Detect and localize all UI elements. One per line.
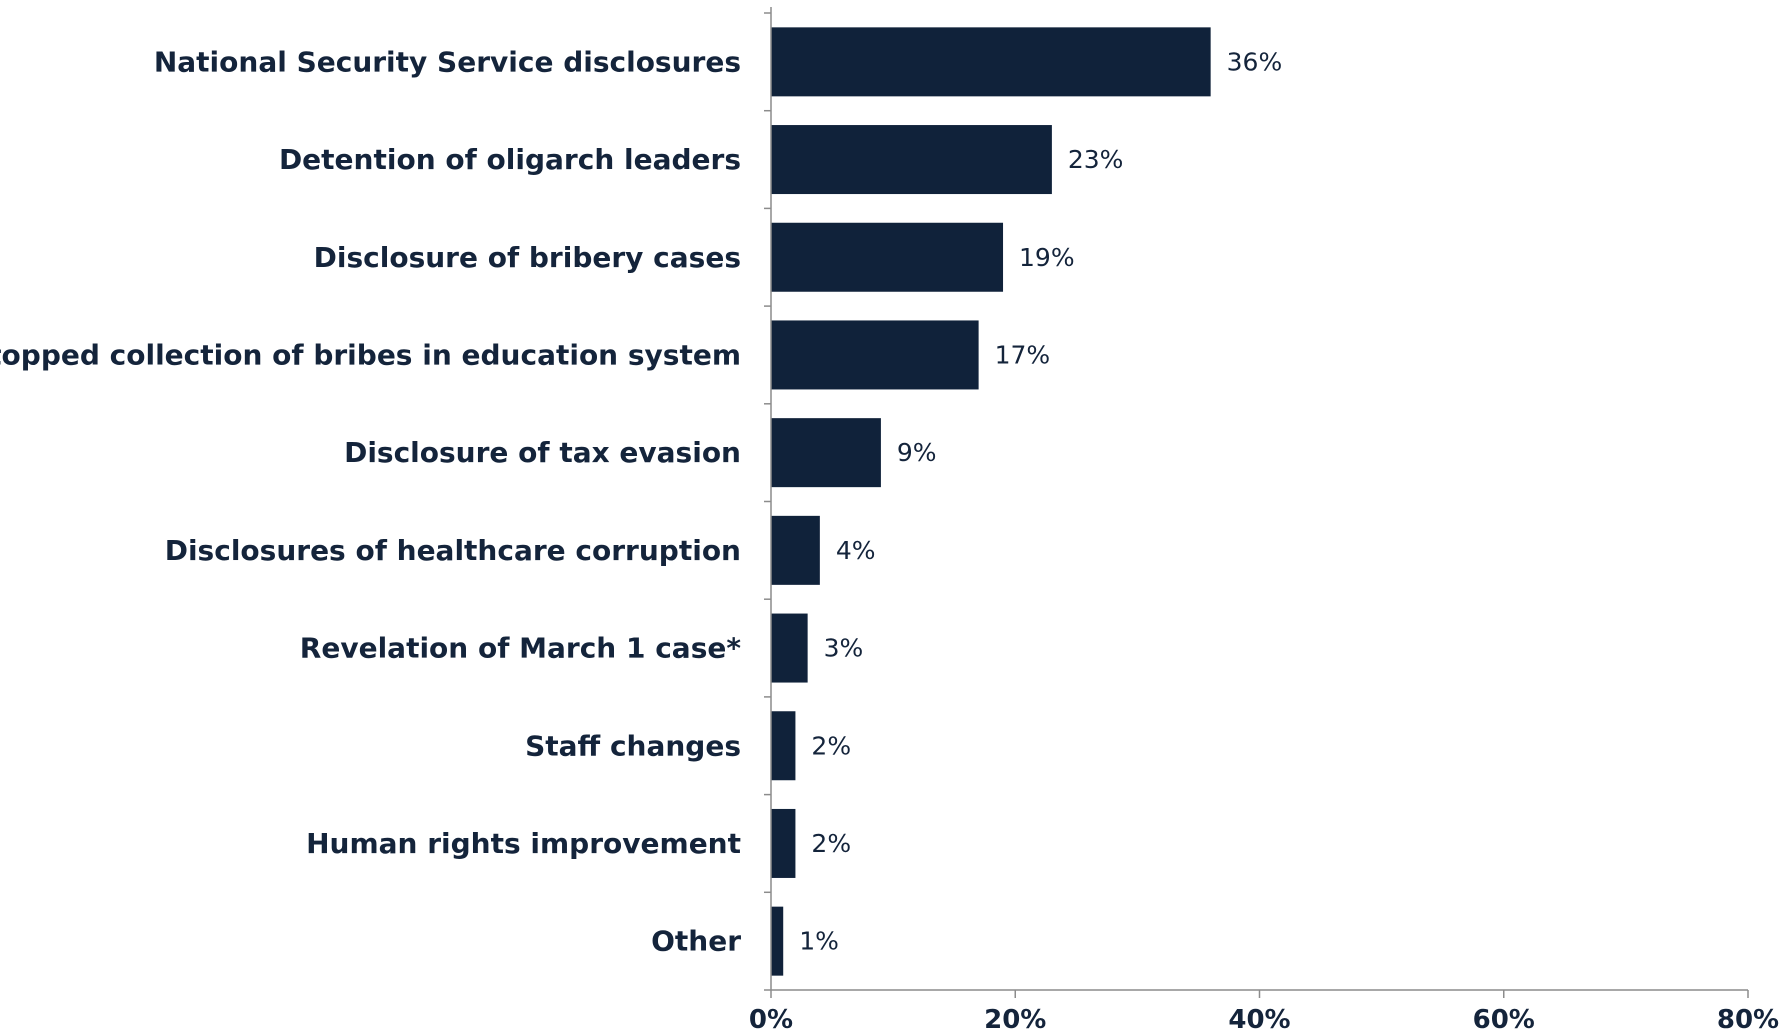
x-tick-label: 80%	[1717, 1005, 1779, 1035]
category-label: Detention of oligarch leaders	[279, 143, 741, 176]
data-label: 36%	[1227, 47, 1283, 76]
bar	[771, 418, 881, 488]
x-tick-label: 60%	[1473, 1005, 1535, 1035]
x-tick-label: 0%	[749, 1005, 793, 1035]
category-label: Revelation of March 1 case*	[300, 632, 742, 665]
bar	[771, 906, 784, 976]
data-label: 2%	[811, 731, 851, 760]
category-label: Human rights improvement	[306, 827, 741, 860]
x-tick-labels: 0% 20% 40% 60% 80%	[749, 1005, 1779, 1035]
data-label: 4%	[836, 536, 876, 565]
bar	[771, 125, 1052, 195]
category-labels: National Security Service disclosures Det…	[0, 45, 741, 957]
bar	[771, 27, 1211, 97]
bar	[771, 320, 979, 390]
category-label: National Security Service disclosures	[154, 45, 741, 78]
data-label: 1%	[799, 927, 839, 956]
bars-layer	[771, 27, 1211, 976]
category-label: Other	[651, 925, 741, 958]
category-label: Staff changes	[525, 729, 741, 762]
x-tick-label: 20%	[984, 1005, 1046, 1035]
bar	[771, 808, 796, 878]
data-label: 2%	[811, 829, 851, 858]
category-label: Disclosure of tax evasion	[344, 436, 741, 469]
data-label: 9%	[897, 438, 937, 467]
data-label: 3%	[824, 634, 864, 663]
bar	[771, 711, 796, 781]
x-tick-label: 40%	[1228, 1005, 1290, 1035]
bar	[771, 515, 820, 585]
bar	[771, 613, 808, 683]
axes	[764, 7, 1749, 998]
value-labels: 36% 23% 19% 17% 9% 4% 3% 2% 2% 1%	[799, 47, 1282, 955]
data-label: 17%	[995, 340, 1051, 369]
data-label: 19%	[1019, 243, 1075, 272]
data-label: 23%	[1068, 145, 1124, 174]
category-label: Disclosures of healthcare corruption	[165, 534, 741, 567]
category-label: Disclosure of bribery cases	[314, 241, 741, 274]
category-label: Stopped collection of bribes in educatio…	[0, 338, 741, 371]
bar	[771, 222, 1004, 292]
